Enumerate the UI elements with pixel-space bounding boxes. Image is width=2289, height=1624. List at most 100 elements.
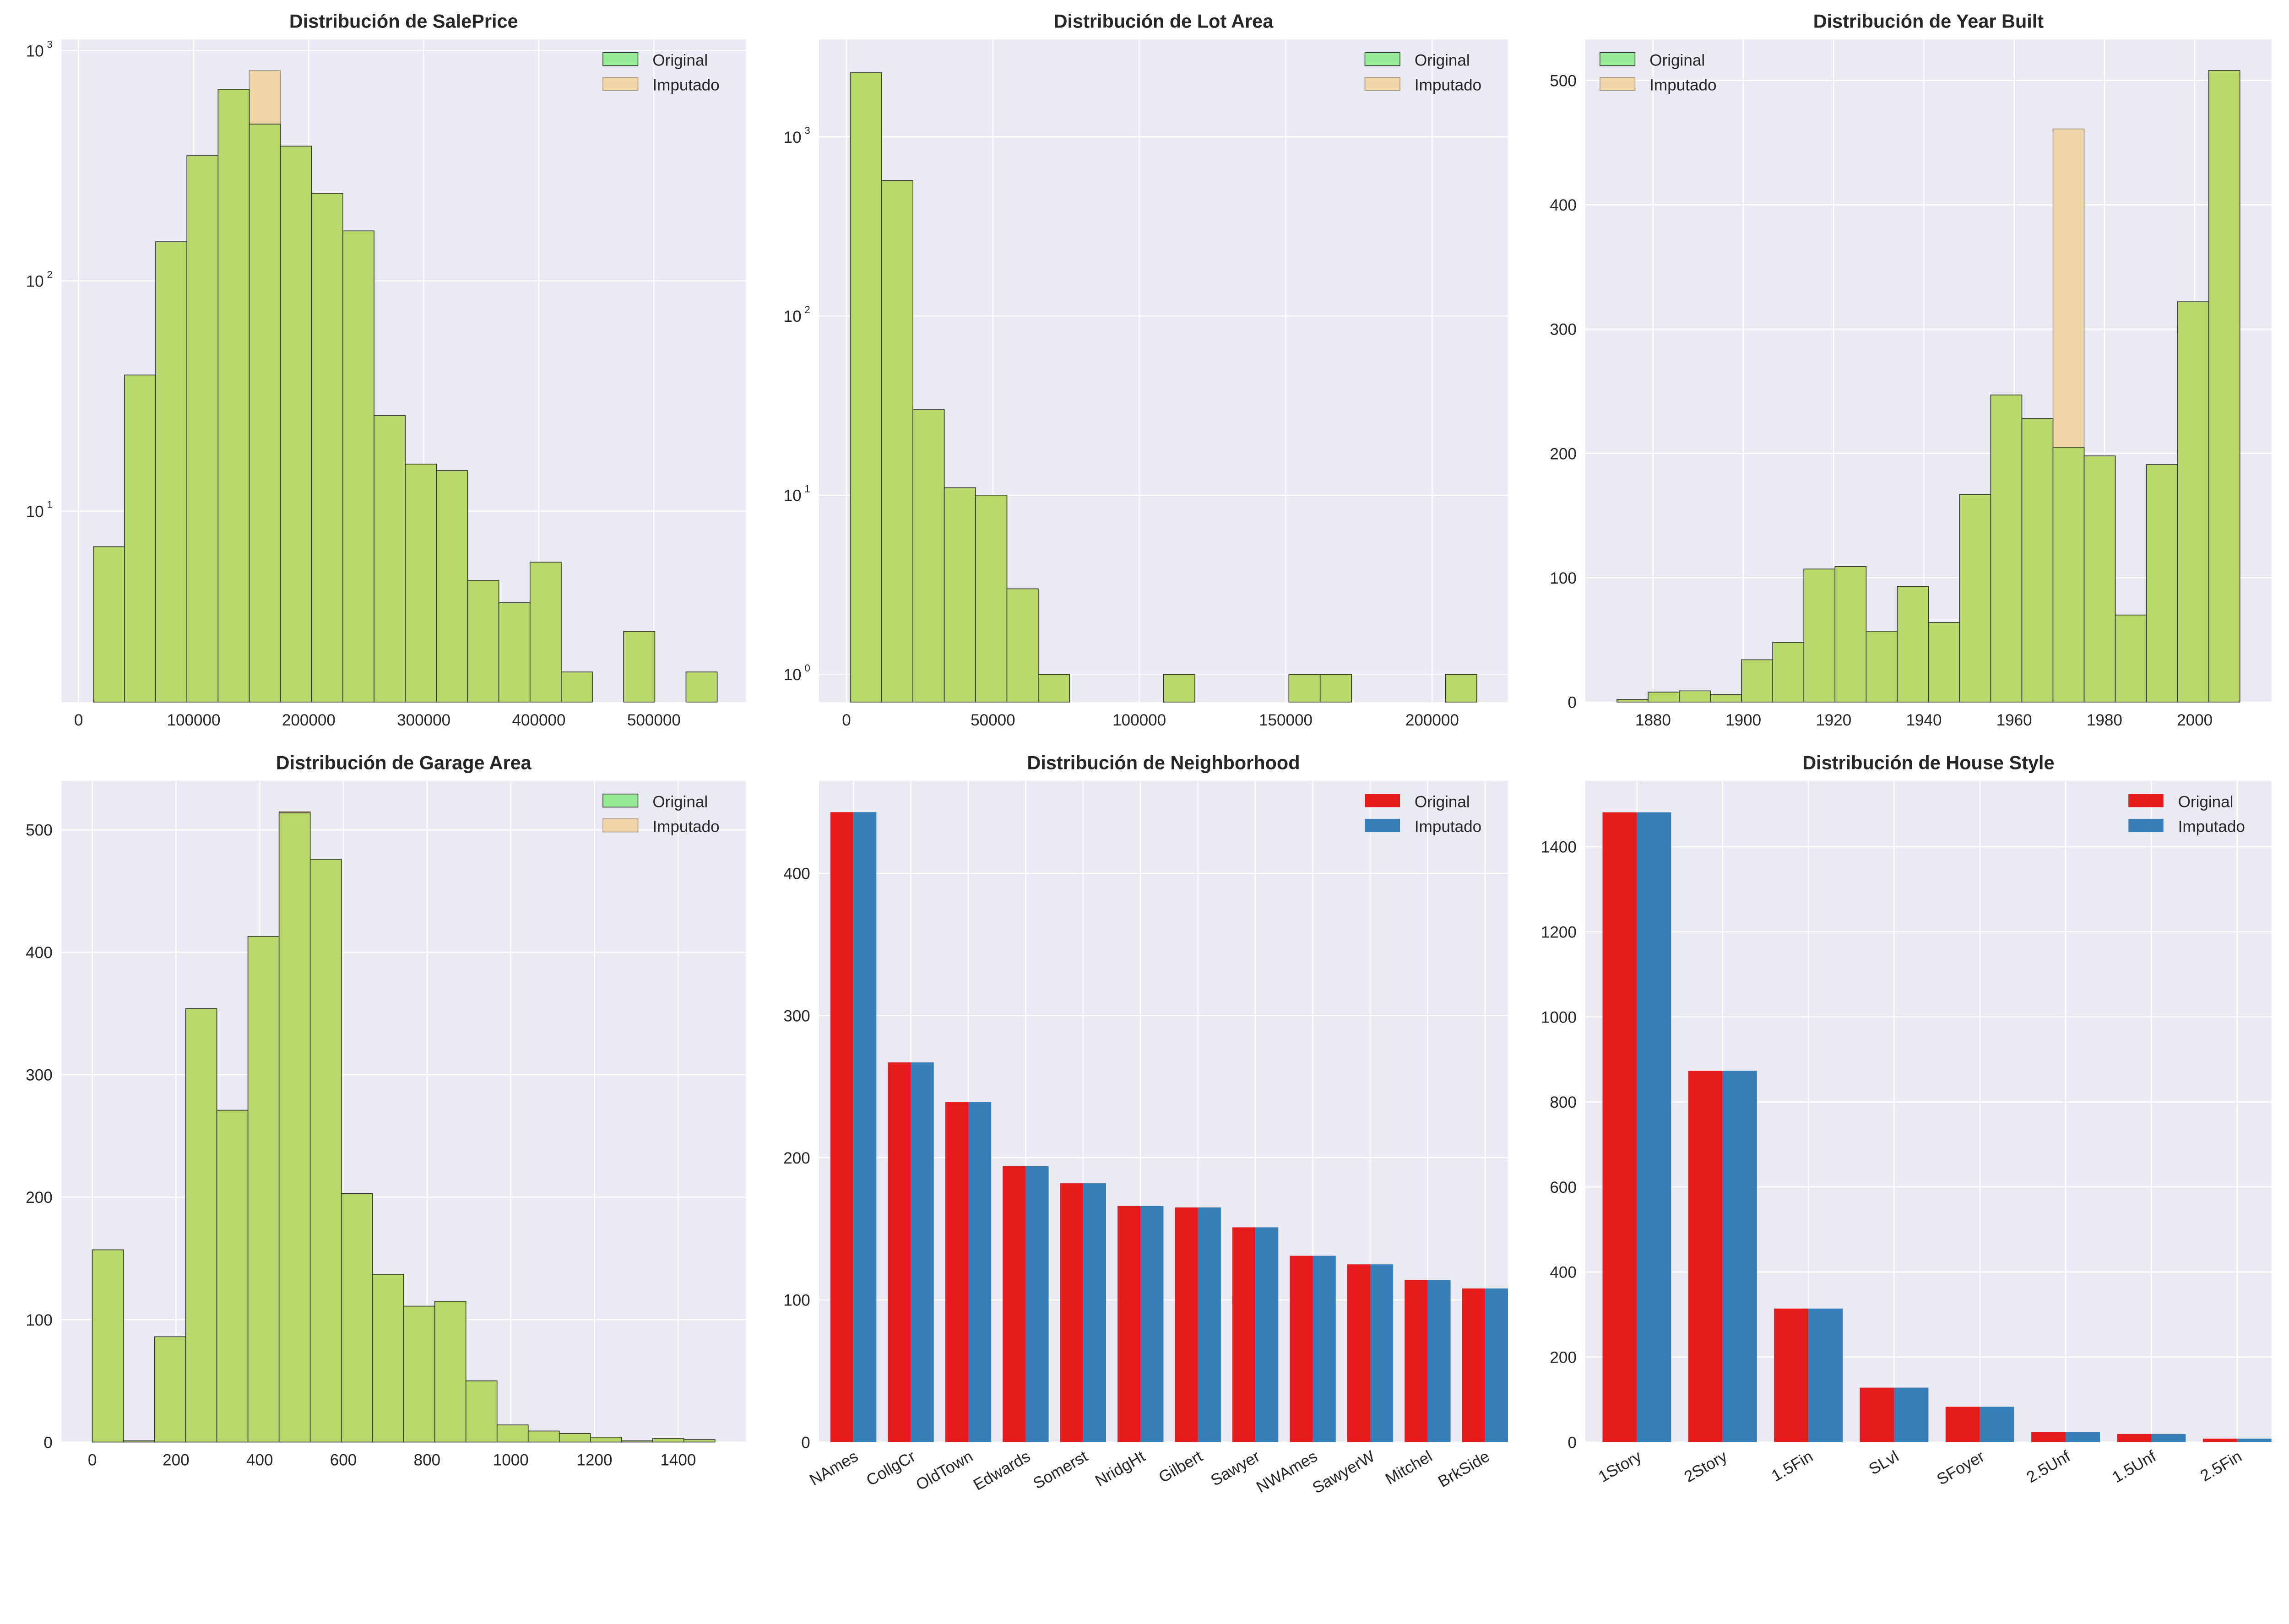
x-tick-label: Edwards [971, 1447, 1034, 1494]
x-tick-label: CollgCr [863, 1447, 919, 1489]
legend-swatch-imputed [2128, 818, 2164, 832]
y-tick-label: 200 [1550, 445, 1577, 463]
bar-original [1688, 1071, 1723, 1442]
legend-swatch-imputed [1600, 77, 1636, 91]
y-tick-label: 500 [1550, 72, 1577, 90]
legend-item-original: Original [2128, 793, 2233, 811]
x-tick-label: 0 [74, 711, 83, 729]
histogram-bar-original [92, 1249, 124, 1443]
y-tick-label: 600 [1550, 1179, 1577, 1196]
bar-imputed [853, 812, 877, 1442]
histogram-bar-original [1710, 694, 1742, 703]
x-tick-label: 1Story [1595, 1447, 1645, 1486]
x-tick-label: Mitchel [1382, 1447, 1435, 1488]
histogram-bar-original [498, 602, 531, 703]
y-tick-label: 1200 [1541, 924, 1577, 942]
legend-label-imputed: Imputado [652, 818, 719, 836]
x-tick-label: Somerst [1030, 1447, 1091, 1493]
x-tick-label: 2000 [2177, 711, 2213, 729]
histogram-bar-original [1834, 566, 1867, 703]
bar-imputed [1255, 1227, 1279, 1442]
bar-original [1860, 1387, 1894, 1442]
histogram-bar-original [590, 1436, 622, 1443]
histogram-bar-original [1866, 631, 1898, 703]
x-tick-label: 150000 [1259, 711, 1313, 729]
bar-original [1290, 1256, 1313, 1442]
histogram-bar-original [217, 89, 250, 703]
histogram-bar-original [155, 241, 187, 703]
y-tick-label: 1000 [1541, 1008, 1577, 1026]
histogram-bar-original [2083, 455, 2116, 703]
legend-swatch-original [2128, 794, 2164, 807]
y-tick-label: 10 [784, 487, 802, 505]
histogram-bar-original [216, 1110, 249, 1443]
y-tick-label: 800 [1550, 1093, 1577, 1111]
chart-title: Distribución de Year Built [1813, 11, 2044, 32]
histogram-bar-original [621, 1440, 653, 1443]
legend-item-imputed: Imputado [1365, 818, 1481, 836]
legend-swatch-original [1364, 52, 1400, 66]
histogram-bar-original [1006, 588, 1039, 703]
legend-label-imputed: Imputado [1415, 76, 1481, 94]
x-tick-label: NAmes [807, 1447, 861, 1489]
bar-original [1602, 812, 1637, 1442]
x-tick-label: NWAmes [1253, 1447, 1321, 1496]
x-tick-label: 200000 [1405, 711, 1459, 729]
histogram-bar-original [2115, 614, 2147, 703]
histogram-bar-original [850, 72, 882, 703]
bar-original [1774, 1308, 1809, 1442]
histogram-bar-original [944, 487, 976, 703]
x-tick-label: 50000 [971, 711, 1015, 729]
x-tick-label: 1880 [1635, 711, 1671, 729]
bar-imputed [1198, 1207, 1221, 1442]
x-tick-label: 800 [414, 1451, 441, 1469]
histogram-bar-original [280, 146, 312, 703]
chart-title: Distribución de SalePrice [289, 11, 518, 32]
histogram-bar-original [1928, 622, 1960, 703]
x-tick-label: 100000 [1112, 711, 1166, 729]
legend-item-imputed: Imputado [1364, 76, 1481, 94]
chart-title: Distribución de House Style [1802, 752, 2054, 773]
legend-swatch-imputed [1365, 818, 1400, 832]
histogram-bar-original [185, 1008, 217, 1443]
histogram-bar-original [311, 193, 343, 703]
y-tick-label: 10 [26, 43, 44, 60]
histogram-bar-original [372, 1274, 404, 1443]
y-tick-label: 10 [26, 272, 44, 290]
x-tick-label: 1000 [493, 1451, 529, 1469]
histogram-bar-original [975, 494, 1008, 703]
bar-imputed [1980, 1407, 2014, 1442]
x-tick-label: OldTown [913, 1447, 976, 1494]
bar-imputed [1485, 1288, 1508, 1442]
x-tick-label: 600 [330, 1451, 357, 1469]
histogram-bar-original [1163, 674, 1195, 703]
legend-item-original: Original [1364, 51, 1470, 69]
x-tick-label: 0 [842, 711, 851, 729]
bar-imputed [1025, 1166, 1049, 1442]
x-tick-label: 2.5Unf [2023, 1447, 2073, 1487]
histogram-bar-original [1990, 395, 2023, 703]
y-tick-label: 0 [801, 1434, 810, 1451]
bar-imputed [911, 1062, 934, 1442]
x-tick-label: NridgHt [1092, 1447, 1149, 1490]
chart-title: Distribución de Lot Area [1054, 11, 1274, 32]
histogram-bar-original [881, 180, 913, 703]
x-tick-label: 100000 [167, 711, 220, 729]
histogram-bar-original [529, 562, 562, 703]
bar-imputed [1427, 1280, 1451, 1442]
y-tick-label: 200 [1550, 1348, 1577, 1366]
histogram-bar-original [685, 671, 718, 703]
histogram-bar-original [278, 812, 311, 1443]
bar-imputed [1722, 1071, 1757, 1442]
bar-imputed [2151, 1434, 2186, 1442]
y-tick-label: 100 [26, 1311, 53, 1329]
legend-label-original: Original [652, 51, 708, 69]
y-tick-exponent: 0 [804, 662, 810, 674]
x-tick-label: 1.5Fin [1768, 1447, 1816, 1485]
x-tick-label: SLvl [1866, 1447, 1902, 1478]
bar-original [1945, 1407, 1980, 1442]
y-tick-label: 400 [783, 865, 810, 883]
x-tick-label: 1980 [2087, 711, 2122, 729]
